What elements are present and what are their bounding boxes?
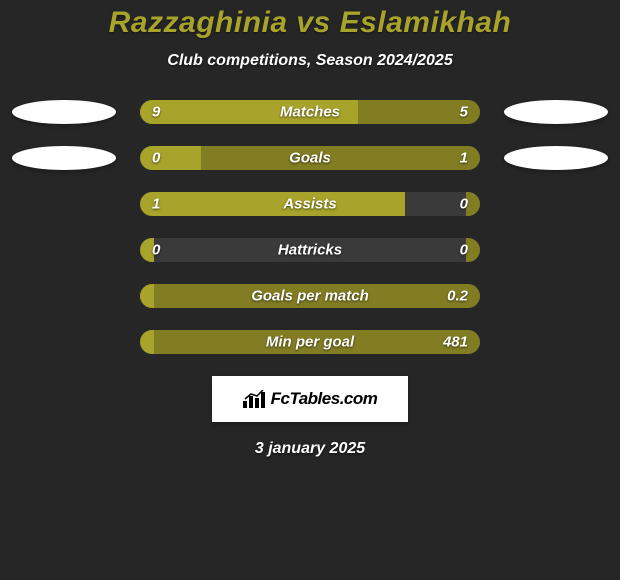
date-caption: 3 january 2025	[0, 440, 620, 458]
stat-label: Goals	[289, 150, 331, 167]
stat-bar: 481 Min per goal	[140, 330, 480, 354]
stat-bar-left-fill	[140, 192, 405, 216]
logo-badge: FcTables.com	[212, 376, 408, 422]
team-badge-left	[12, 138, 116, 178]
stat-bar: 9 5 Matches	[140, 100, 480, 124]
page-title: Razzaghinia vs Eslamikhah	[0, 6, 620, 40]
subtitle: Club competitions, Season 2024/2025	[0, 52, 620, 70]
stat-row: 9 5 Matches	[0, 100, 620, 124]
stat-bar-left-fill	[140, 284, 154, 308]
stat-label: Hattricks	[278, 242, 342, 259]
team-badge-right	[504, 276, 608, 316]
stat-label: Min per goal	[266, 334, 354, 351]
team-badge-left	[12, 276, 116, 316]
stat-bar-right-fill	[466, 238, 480, 262]
stat-value-right: 5	[460, 104, 468, 121]
stat-value-right: 1	[460, 150, 468, 167]
stat-value-left: 0	[152, 150, 160, 167]
team-badge-right	[504, 138, 608, 178]
stat-value-right: 0	[460, 196, 468, 213]
ellipse-placeholder	[504, 100, 608, 124]
stat-value-right: 0.2	[447, 288, 468, 305]
fctables-icon	[243, 390, 265, 408]
stat-row: 0.2 Goals per match	[0, 284, 620, 308]
stat-row: 0 1 Goals	[0, 146, 620, 170]
stat-label: Assists	[283, 196, 336, 213]
stat-row: 1 0 Assists	[0, 192, 620, 216]
stat-value-right: 0	[460, 242, 468, 259]
team-badge-right	[504, 92, 608, 132]
stat-bar-right-fill	[466, 192, 480, 216]
team-badge-right	[504, 184, 608, 224]
stats-rows: 9 5 Matches 0 1 Goals 1 0 Assists 0 0 Hattricks 0.2 G…	[0, 100, 620, 354]
team-badge-right	[504, 322, 608, 362]
stat-row: 481 Min per goal	[0, 330, 620, 354]
ellipse-placeholder	[504, 146, 608, 170]
stat-value-left: 9	[152, 104, 160, 121]
stat-value-left: 1	[152, 196, 160, 213]
ellipse-placeholder	[12, 146, 116, 170]
stat-row: 0 0 Hattricks	[0, 238, 620, 262]
stat-bar-left-fill	[140, 330, 154, 354]
team-badge-left	[12, 230, 116, 270]
stat-bar-right-fill	[201, 146, 480, 170]
stat-bar-left-fill	[140, 146, 201, 170]
stat-value-right: 481	[443, 334, 468, 351]
stat-bar: 0.2 Goals per match	[140, 284, 480, 308]
team-badge-left	[12, 92, 116, 132]
team-badge-left	[12, 322, 116, 362]
infographic-container: Razzaghinia vs Eslamikhah Club competiti…	[0, 0, 620, 580]
ellipse-placeholder	[12, 100, 116, 124]
logo-text: FcTables.com	[271, 389, 378, 409]
stat-bar: 0 1 Goals	[140, 146, 480, 170]
team-badge-right	[504, 230, 608, 270]
stat-value-left: 0	[152, 242, 160, 259]
stat-bar: 1 0 Assists	[140, 192, 480, 216]
team-badge-left	[12, 184, 116, 224]
stat-bar: 0 0 Hattricks	[140, 238, 480, 262]
stat-label: Matches	[280, 104, 340, 121]
stat-label: Goals per match	[251, 288, 369, 305]
